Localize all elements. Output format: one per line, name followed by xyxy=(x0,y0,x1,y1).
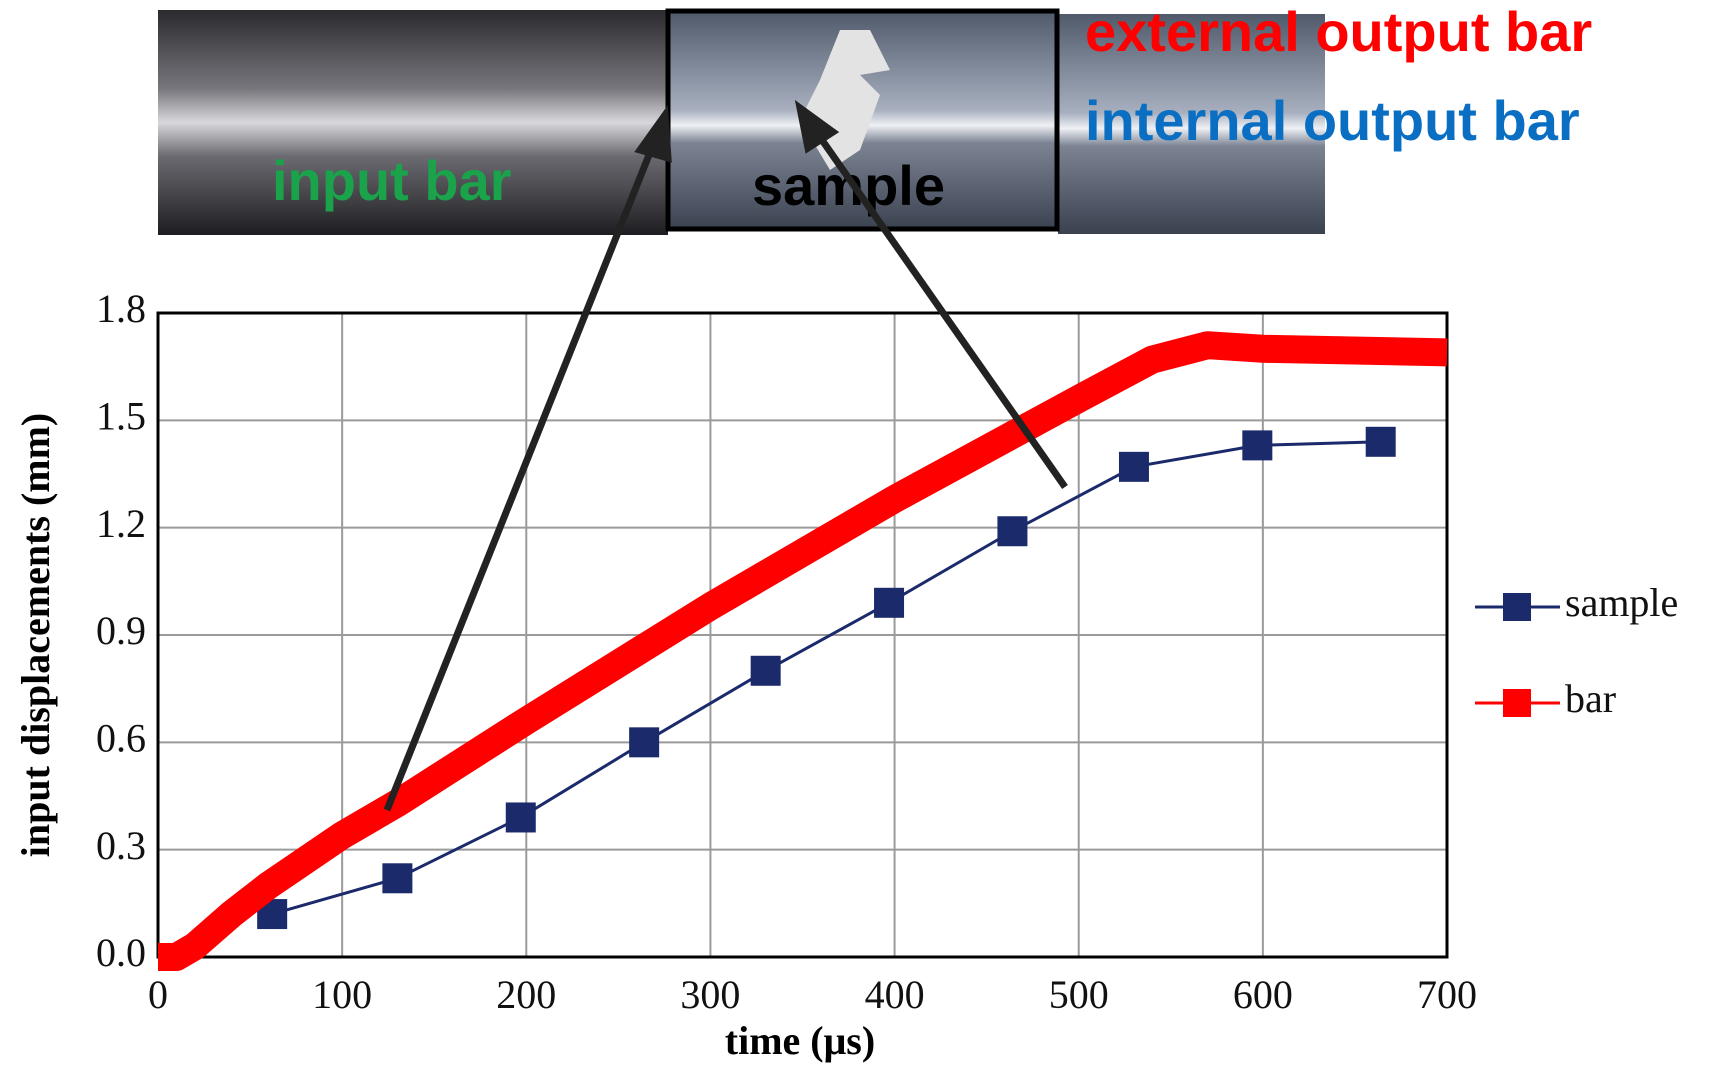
arrows xyxy=(383,99,1068,812)
marker xyxy=(750,655,781,686)
marker xyxy=(505,802,536,833)
arrow-head xyxy=(634,105,672,163)
x-axis-title: time (μs) xyxy=(725,1018,875,1063)
marker xyxy=(997,516,1028,547)
y-tick-label: 1.8 xyxy=(96,286,146,331)
y-tick-label: 1.2 xyxy=(96,501,146,546)
series-line xyxy=(271,440,1381,916)
x-tick-label: 600 xyxy=(1233,972,1293,1017)
x-tick-label: 400 xyxy=(865,972,925,1017)
y-tick-label: 1.5 xyxy=(96,394,146,439)
x-tick-label: 100 xyxy=(312,972,372,1017)
legend-label: sample xyxy=(1565,580,1678,625)
input-bar-label: input bar xyxy=(272,149,512,212)
y-tick-label: 0.3 xyxy=(96,823,146,868)
marker xyxy=(629,727,660,758)
x-tick-label: 700 xyxy=(1417,972,1477,1017)
arrow xyxy=(383,138,659,812)
legend-label: bar xyxy=(1565,676,1616,721)
marker xyxy=(382,863,413,894)
plot-frame xyxy=(156,311,1449,959)
external-label: external output bar xyxy=(1085,0,1592,63)
photo: input bar sample external output bar int… xyxy=(158,0,1592,235)
output-bar-image xyxy=(1058,14,1325,234)
x-tick-label: 200 xyxy=(496,972,556,1017)
series-line xyxy=(158,331,1448,971)
arrow xyxy=(812,127,1068,490)
marker xyxy=(1365,426,1396,457)
y-tick-label: 0.9 xyxy=(96,608,146,653)
x-tick-label: 0 xyxy=(148,972,168,1017)
plot: 0.0 0.3 0.6 0.9 1.2 1.5 1.8 0 100 200 300 400 500 600… xyxy=(96,286,1678,1017)
y-tick-label: 0.6 xyxy=(96,716,146,761)
legend-marker xyxy=(1503,593,1531,621)
marker xyxy=(874,587,905,618)
marker xyxy=(1118,451,1149,482)
legend-marker xyxy=(1503,689,1531,717)
y-tick-label: 0.0 xyxy=(96,930,146,975)
arrow-head xyxy=(794,99,840,154)
marker xyxy=(1242,430,1273,461)
internal-label: internal output bar xyxy=(1085,89,1580,152)
x-tick-label: 300 xyxy=(680,972,740,1017)
sample-label: sample xyxy=(752,154,945,217)
x-tick-label: 500 xyxy=(1049,972,1109,1017)
input-bar-image xyxy=(158,10,668,235)
y-axis-title: input displacements (mm) xyxy=(13,413,58,857)
